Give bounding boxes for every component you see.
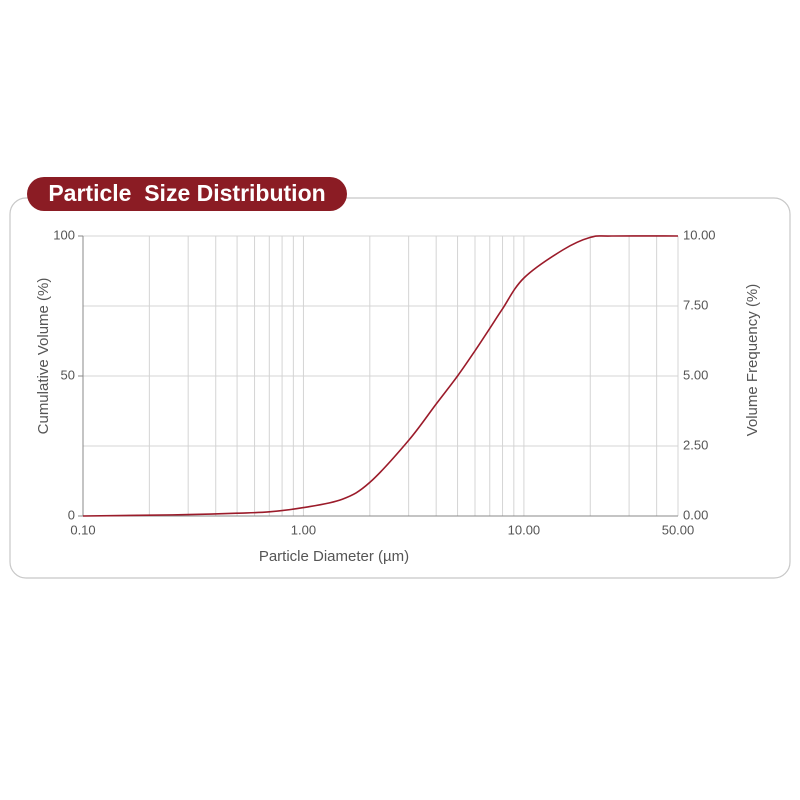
x-tick-label: 1.00 bbox=[291, 522, 316, 537]
x-tick-label: 0.10 bbox=[70, 522, 95, 537]
panel bbox=[9, 197, 791, 579]
y2-tick-label: 10.00 bbox=[683, 227, 716, 242]
chart-title: Particle Size Distribution bbox=[48, 180, 325, 206]
x-tick-label: 50.00 bbox=[662, 522, 695, 537]
x-tick-label: 10.00 bbox=[508, 522, 541, 537]
y-axis-title: Cumulative Volume (%) bbox=[35, 278, 52, 435]
cumulative-curve bbox=[82, 235, 679, 517]
y2-axis-title: Volume Frequency (%) bbox=[744, 284, 761, 437]
y2-tick-label: 0.00 bbox=[683, 507, 708, 522]
y2-tick-label: 5.00 bbox=[683, 367, 708, 382]
y2-tick-label: 2.50 bbox=[683, 437, 708, 452]
y-tick-label: 100 bbox=[53, 227, 75, 242]
y-tick-label: 0 bbox=[68, 507, 75, 522]
y2-tick-label: 7.50 bbox=[683, 297, 708, 312]
x-axis-title: Particle Diameter (µm) bbox=[259, 548, 409, 565]
title-badge bbox=[27, 177, 347, 211]
y-tick-label: 50 bbox=[61, 367, 75, 382]
